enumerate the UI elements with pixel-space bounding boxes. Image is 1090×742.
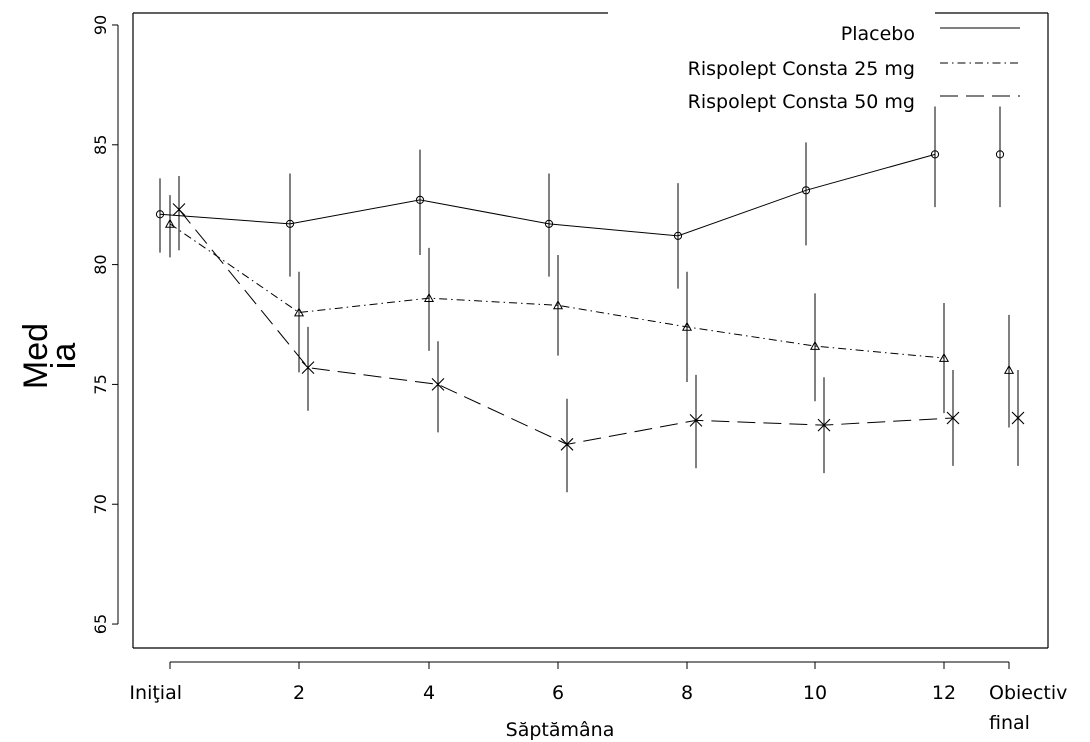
plot-area (155, 106, 1025, 493)
data-point (995, 150, 1005, 159)
series-line (169, 223, 945, 359)
x-tick-label: 10 (803, 682, 827, 704)
y-tick-label: 85 (91, 135, 110, 155)
data-point (155, 210, 165, 219)
data-point (423, 292, 435, 303)
y-tick-label: 90 (91, 15, 110, 35)
axes: 65 70 75 80 85 90 Iniţial 2 4 6 8 10 12 Obiectiv final (91, 15, 1067, 734)
data-point (809, 340, 821, 350)
data-point (431, 378, 445, 391)
data-point (172, 203, 186, 216)
y-tick-label: 75 (91, 374, 110, 394)
x-tick-label: 8 (681, 682, 693, 704)
x-tick-label: Obiectiv (989, 682, 1067, 704)
data-point (938, 352, 950, 362)
y-tick-label: 80 (91, 254, 110, 274)
x-tick-label: final (989, 712, 1030, 734)
legend-label: Rispolept Consta 25 mg (688, 58, 915, 80)
x-axis-title: Săptămâna (506, 719, 615, 741)
legend-label: Placebo (841, 23, 915, 45)
data-point (801, 186, 811, 195)
data-point (689, 413, 703, 427)
data-point (1003, 364, 1015, 374)
legend: Placebo Rispolept Consta 25 mg Rispolept C… (688, 23, 1020, 113)
series-line (178, 209, 954, 445)
data-point (560, 437, 574, 451)
data-point (293, 307, 305, 317)
data-point (285, 219, 295, 228)
x-tick-label: Iniţial (129, 682, 182, 704)
y-tick-label: 65 (91, 614, 110, 634)
data-point (681, 321, 693, 331)
data-point (301, 361, 315, 375)
data-point (673, 231, 683, 240)
data-point (817, 418, 831, 432)
data-point (164, 218, 176, 228)
y-axis-title: Med ia (17, 323, 83, 389)
plot-frame (132, 12, 1049, 649)
y-axis-title-line-2: ia (45, 343, 83, 370)
data-point (552, 300, 564, 310)
x-tick-label: 4 (423, 682, 435, 704)
data-point (1011, 411, 1025, 425)
y-tick-label: 70 (91, 494, 110, 514)
data-point (930, 150, 940, 159)
x-tick-label: 6 (552, 682, 564, 704)
y-axis-title-line-1: Med (17, 323, 55, 389)
series (155, 106, 1005, 289)
series (164, 195, 1015, 428)
series-line (159, 153, 936, 237)
data-point (415, 195, 425, 205)
x-tick-label: 12 (932, 682, 956, 704)
data-point (946, 411, 960, 425)
series (172, 175, 1025, 493)
x-tick-label: 2 (293, 682, 305, 704)
legend-label: Rispolept Consta 50 mg (688, 91, 915, 113)
data-point (544, 219, 554, 228)
